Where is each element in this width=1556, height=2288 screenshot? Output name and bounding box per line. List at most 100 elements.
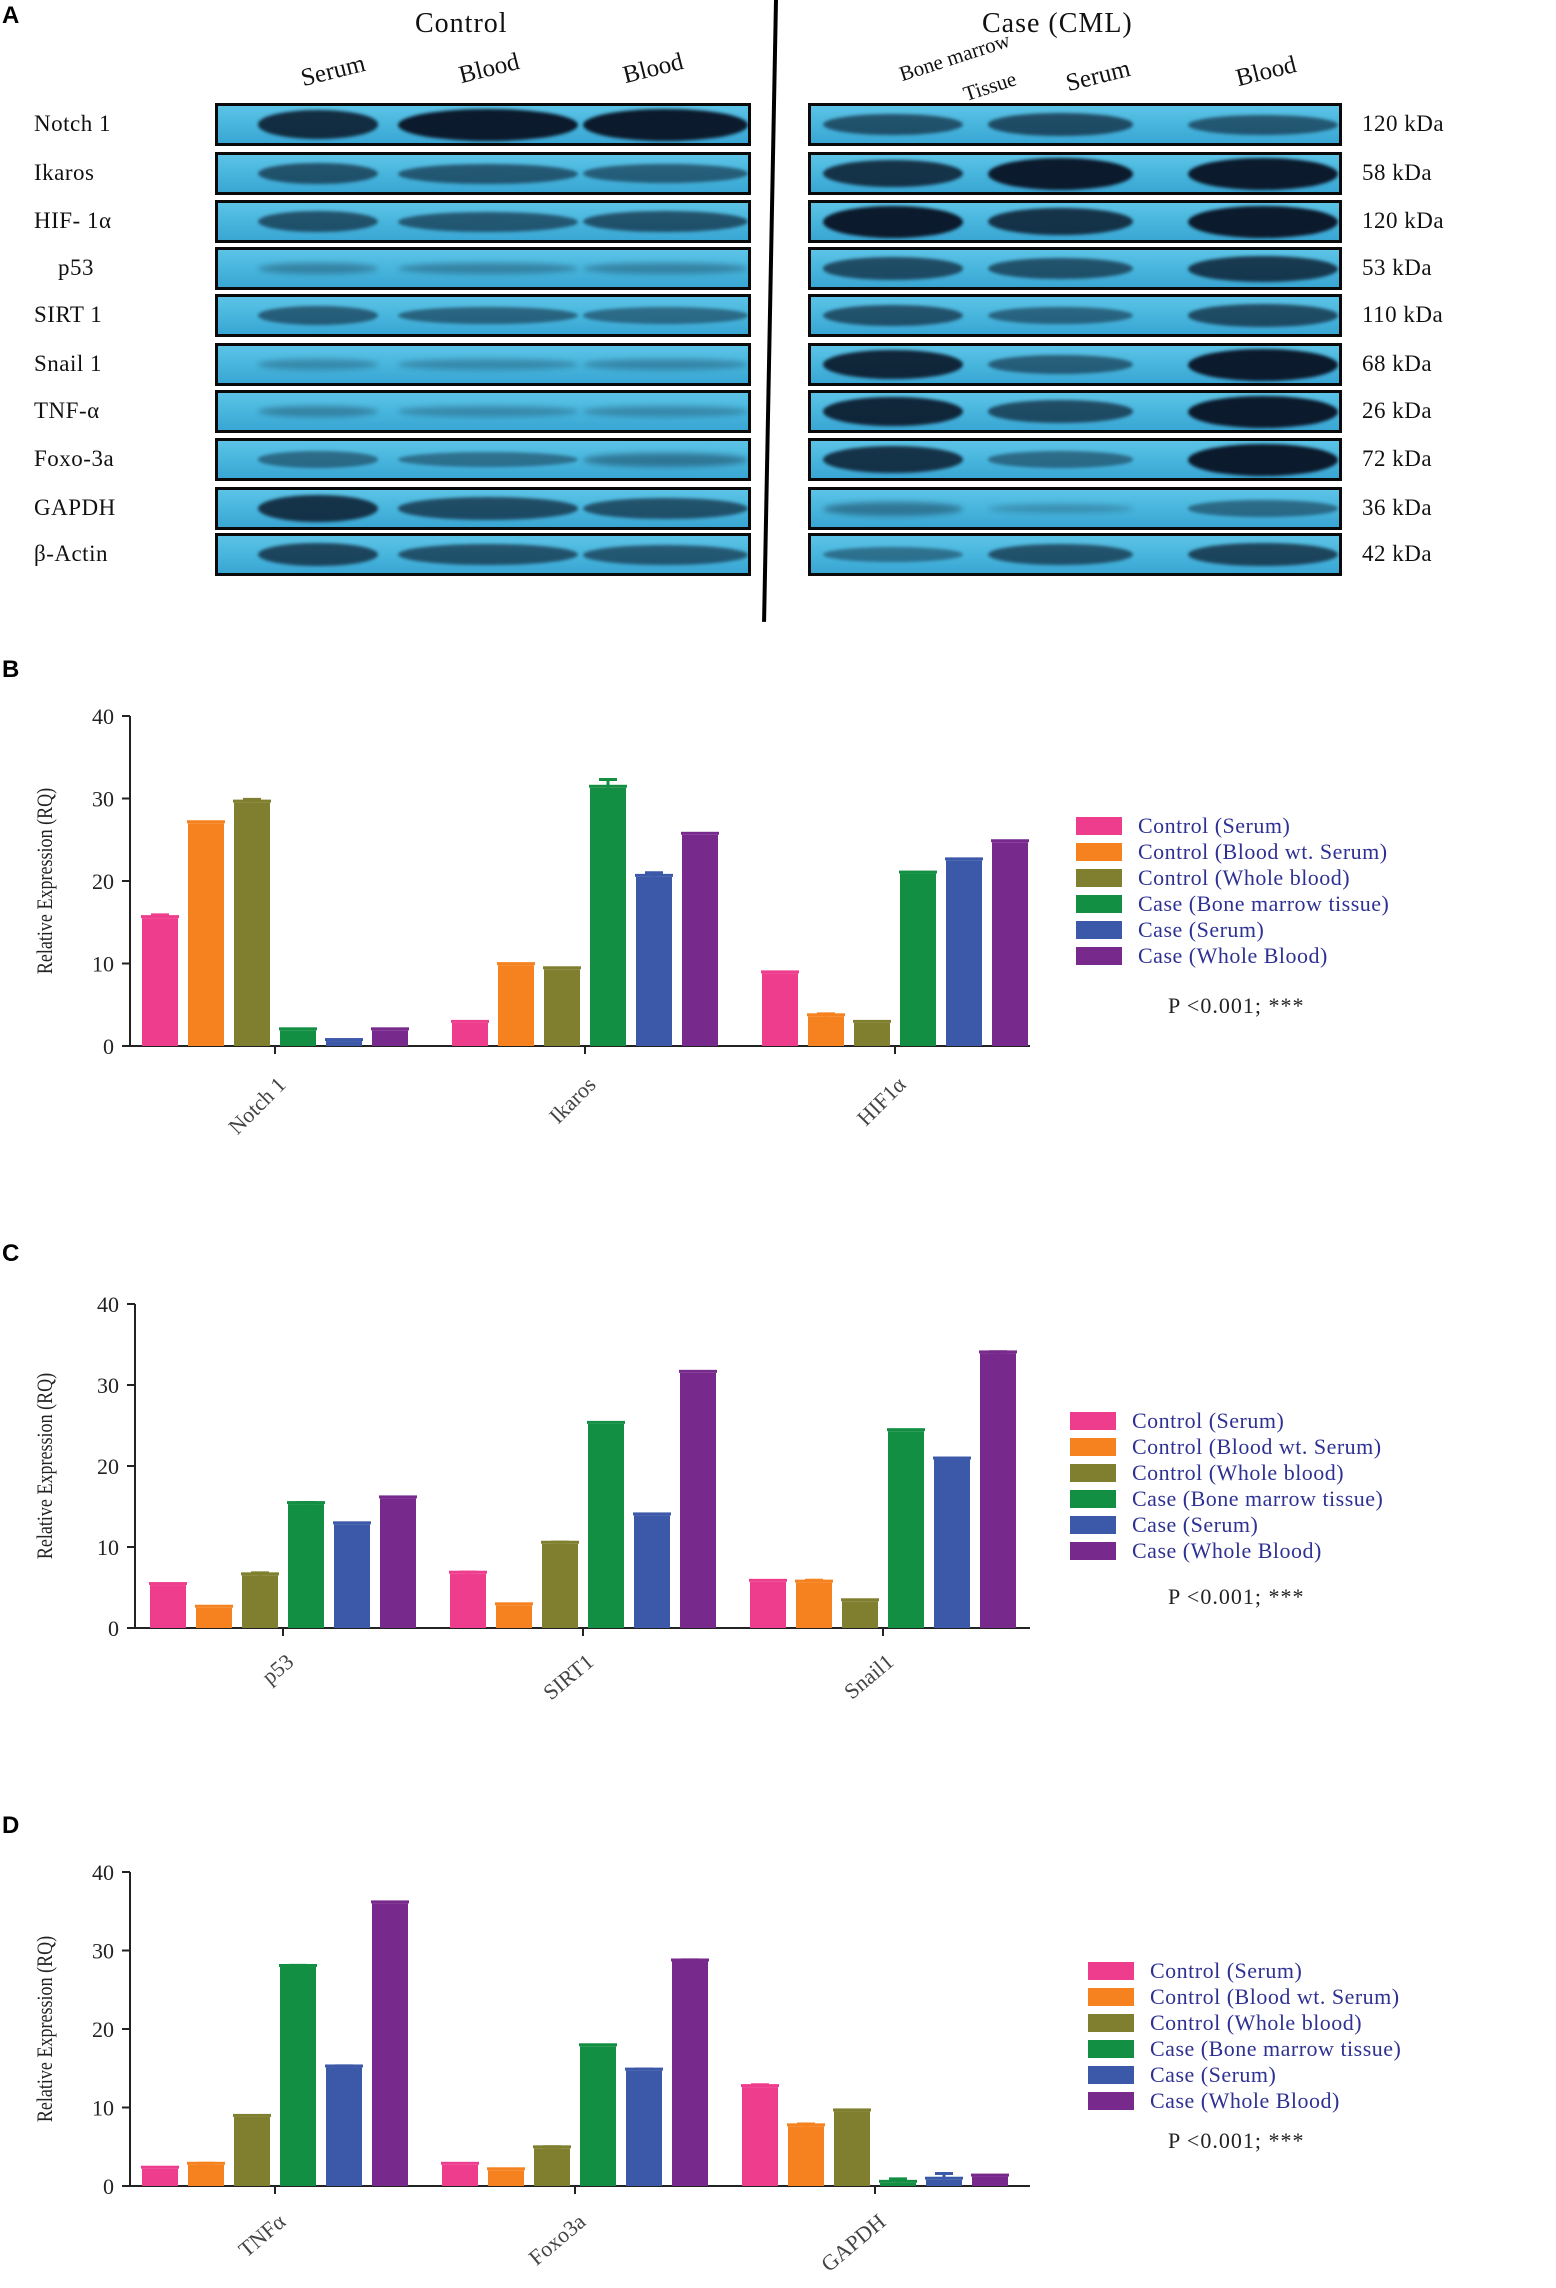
legend-swatch — [1088, 2040, 1134, 2058]
blot-band — [823, 445, 963, 474]
legend-label: Control (Whole blood) — [1132, 1460, 1344, 1485]
y-tick-label: 30 — [97, 1373, 119, 1398]
bar-cap — [195, 1604, 233, 1608]
bar — [972, 2176, 1008, 2186]
blot-row-label: Ikaros — [34, 160, 95, 185]
y-tick-label: 20 — [92, 2017, 114, 2042]
bar — [288, 1504, 324, 1628]
blot-kda-label: 68 kDa — [1362, 351, 1433, 376]
bar — [280, 1030, 316, 1046]
blot-strip — [215, 200, 751, 243]
blot-band — [583, 359, 748, 370]
legend-label: Case (Whole Blood) — [1150, 2088, 1340, 2113]
blot-kda-label: 120 kDa — [1362, 208, 1445, 233]
legend-label: Control (Serum) — [1138, 813, 1290, 838]
bar-cap — [833, 2108, 871, 2112]
bar — [234, 2116, 270, 2186]
bar-cap — [681, 831, 719, 835]
blot-row-label: Notch 1 — [34, 111, 111, 136]
blot-row-label: p53 — [58, 255, 94, 280]
bar-cap — [379, 1495, 417, 1499]
bar-cap — [371, 1900, 409, 1904]
blot-kda-label: 58 kDa — [1362, 160, 1433, 185]
y-tick-label: 10 — [97, 1535, 119, 1560]
bar-cap — [749, 1578, 787, 1582]
bar — [900, 873, 936, 1046]
bar-cap — [887, 1428, 925, 1432]
x-category-label: p53 — [257, 1649, 298, 1689]
blot-band — [988, 355, 1133, 374]
x-category-label: Snail1 — [839, 1649, 898, 1704]
blot-band — [988, 543, 1133, 566]
bar-cap — [233, 2113, 271, 2117]
blot-band — [583, 164, 748, 183]
bar — [488, 2170, 524, 2186]
bar — [636, 876, 672, 1046]
blot-band — [823, 396, 963, 427]
bar-cap — [853, 1019, 891, 1023]
bar — [372, 1903, 408, 2186]
blot-kda-label: 120 kDa — [1362, 111, 1445, 136]
legend-swatch — [1088, 2066, 1134, 2084]
bar — [742, 2087, 778, 2186]
blot-band — [1188, 255, 1338, 282]
blot-strip — [215, 390, 751, 433]
blot-strip — [215, 152, 751, 195]
blot-band — [1188, 500, 1338, 517]
bar — [626, 2070, 662, 2186]
case-lane-label: Tissue — [960, 66, 1020, 107]
blot-band — [583, 544, 748, 565]
blot-band — [823, 113, 963, 136]
blot-band — [1188, 114, 1338, 135]
legend-label: Case (Serum) — [1138, 917, 1264, 942]
bar — [680, 1372, 716, 1628]
blot-band — [988, 306, 1133, 325]
blot-band — [823, 546, 963, 563]
bar-cap — [899, 870, 937, 874]
blot-strip — [215, 343, 751, 386]
blot-band — [988, 257, 1133, 280]
blot-band — [1188, 304, 1338, 327]
blot-band — [398, 543, 578, 566]
significance-annotation: P <0.001; *** — [1168, 2128, 1304, 2153]
legend-label: Case (Bone marrow tissue) — [1150, 2036, 1401, 2061]
legend-swatch — [1070, 1438, 1116, 1456]
x-category-label: TNFα — [233, 2208, 290, 2262]
bar — [946, 860, 982, 1046]
bar — [888, 1431, 924, 1628]
bar — [188, 823, 224, 1046]
blot-strip — [808, 487, 1342, 530]
x-category-label: SIRT1 — [538, 1649, 598, 1705]
blot-strip — [808, 390, 1342, 433]
blot-band — [988, 207, 1133, 236]
bar — [580, 2046, 616, 2186]
blot-row-label: Foxo-3a — [34, 446, 115, 471]
bar-cap — [841, 1598, 879, 1602]
bar — [934, 1459, 970, 1628]
bar — [496, 1605, 532, 1628]
bar — [280, 1966, 316, 2186]
control-lane-label: Blood — [456, 48, 523, 90]
y-tick-label: 40 — [92, 704, 114, 729]
legend-label: Control (Whole blood) — [1150, 2010, 1362, 2035]
blot-band — [988, 157, 1133, 190]
blot-band — [823, 501, 963, 516]
case-lane-label: Serum — [1063, 55, 1134, 98]
blot-band — [1188, 395, 1338, 428]
blot-kda-label: 36 kDa — [1362, 495, 1433, 520]
bar-cap — [991, 839, 1029, 843]
case-lane-label: Blood — [1233, 51, 1300, 93]
bar — [334, 1524, 370, 1628]
bar — [672, 1961, 708, 2186]
x-category-label: GAPDH — [816, 2209, 890, 2277]
bar — [750, 1581, 786, 1628]
bar-cap — [933, 1456, 971, 1460]
blot-band — [258, 494, 378, 523]
blot-band — [583, 262, 748, 275]
blot-strip — [215, 103, 751, 146]
bar — [544, 969, 580, 1046]
y-tick-label: 10 — [92, 952, 114, 977]
blot-row-label: β-Actin — [34, 541, 108, 566]
blot-band — [258, 210, 378, 233]
legend-label: Case (Serum) — [1132, 1512, 1258, 1537]
